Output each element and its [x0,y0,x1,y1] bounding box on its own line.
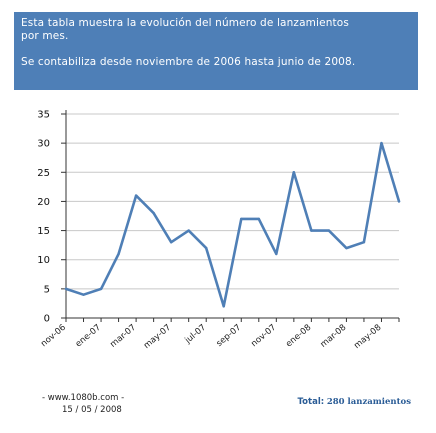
footer-credits: - www.1080b.com - 15 / 05 / 2008 [42,392,124,416]
site-url: - www.1080b.com - [42,393,125,403]
data-point [257,217,260,221]
data-point [292,171,296,174]
x-tick-label: nov-07 [249,323,278,349]
data-point [240,217,243,221]
data-point [327,229,331,232]
data-point [310,229,313,232]
data-point [82,293,85,296]
data-point [152,211,155,215]
total-summary: Total: 280 lanzamientos [298,397,411,407]
data-point [380,141,383,145]
y-tick-label: 25 [37,168,50,179]
data-point [397,200,401,203]
x-tick-label: ene-08 [284,323,313,350]
x-tick-label: nov-06 [39,323,68,349]
data-point [362,241,366,244]
x-tick-label: sep-07 [215,323,244,349]
data-point [134,194,138,197]
y-tick-label: 0 [44,314,50,325]
data-point [275,252,278,256]
banner-line-1: Esta tabla muestra la evolución del núme… [21,17,349,29]
total-label: Total: [297,397,325,407]
data-point [117,252,120,256]
x-tick-label: may-07 [142,323,173,351]
y-tick-label: 10 [37,255,50,266]
data-point [205,246,208,250]
y-tick-label: 30 [37,139,50,150]
y-tick-label: 20 [37,197,50,208]
publish-date: 15 / 05 / 2008 [62,405,122,415]
data-point [222,305,225,308]
banner-line-3: Se contabiliza desde noviembre de 2006 h… [21,56,356,68]
x-tick-label: ene-07 [74,323,103,350]
data-point [99,287,103,291]
series-line [64,141,401,308]
data-point [64,287,68,291]
data-point [345,246,348,250]
x-tick-label: may-08 [352,323,383,351]
data-point [169,241,173,244]
y-tick-label: 15 [37,226,50,237]
x-tick-label: mar-07 [108,323,138,350]
launches-line-chart: 0 5 10 15 20 25 30 35 nov-06 ene-07 mar-07 may-07 ju… [37,110,401,351]
total-value: 280 lanzamientos [326,397,411,407]
data-point [187,229,190,232]
x-tick-label: mar-08 [319,323,349,350]
x-tick-label: jul-07 [183,323,209,347]
y-tick-label: 35 [37,110,50,121]
description-banner: Esta tabla muestra la evolución del núme… [14,12,418,90]
y-tick-label: 5 [44,284,50,295]
banner-line-2: por mes. [21,30,69,42]
